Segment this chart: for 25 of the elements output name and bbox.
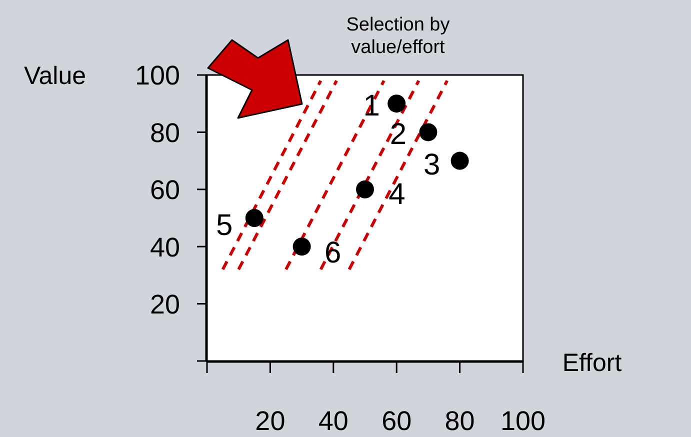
x-axis-title: Effort: [562, 349, 622, 377]
x-tick-label: 60: [382, 406, 412, 436]
x-tick-label: 100: [500, 406, 546, 436]
y-tick-label: 80: [150, 118, 180, 148]
annotation: 2: [390, 118, 407, 151]
annotation: 5: [216, 208, 233, 242]
y-axis-title: Value: [24, 62, 86, 90]
chart-title: Selection by value/effort: [346, 14, 450, 58]
x-tick-label: 80: [444, 406, 475, 436]
point: [356, 180, 374, 198]
x-tick-label: 20: [255, 406, 286, 436]
annotation: 3: [423, 148, 440, 182]
point: [292, 238, 311, 256]
x-tick-label: 40: [318, 406, 348, 436]
point: [245, 209, 264, 227]
point: [450, 152, 469, 170]
annotation: 6: [324, 236, 342, 270]
annotation: 4: [388, 178, 406, 212]
y-tick-label: 100: [134, 60, 180, 91]
point: [388, 94, 406, 113]
y-tick-label: 60: [150, 175, 180, 206]
point: [419, 123, 438, 142]
annotation: 1: [363, 89, 380, 122]
y-tick-label: 20: [150, 290, 180, 320]
y-tick-label: 40: [150, 232, 180, 262]
